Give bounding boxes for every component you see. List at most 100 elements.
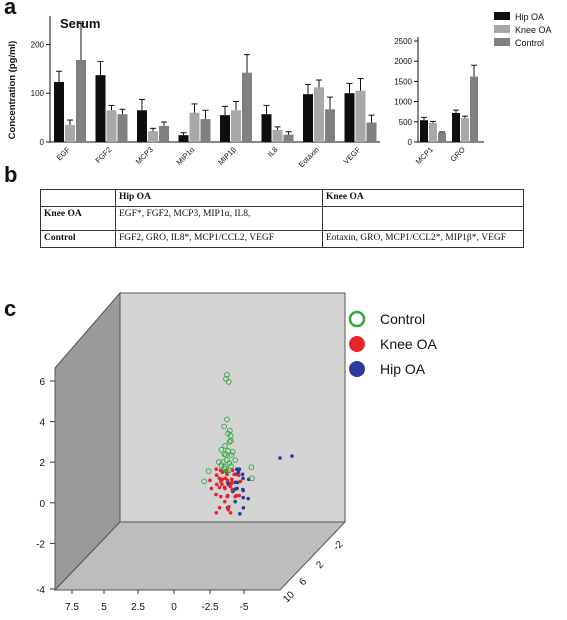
data-point <box>220 459 226 465</box>
data-point <box>249 475 255 482</box>
bar <box>65 124 75 142</box>
data-point <box>236 470 241 475</box>
data-point <box>232 472 236 477</box>
x-tick-label: MCP3 <box>134 145 155 166</box>
table-header-row: Hip OA Knee OA <box>40 189 524 207</box>
bar <box>470 76 478 142</box>
data-point <box>205 468 212 475</box>
legend-label: Knee OA <box>380 336 437 352</box>
data-point <box>237 473 241 478</box>
bar <box>366 122 377 142</box>
bar <box>106 110 117 142</box>
y-tick-label: 100 <box>31 89 45 98</box>
x-tick-label: 0 <box>171 602 177 613</box>
data-point <box>227 504 231 509</box>
y-tick-label: 2500 <box>394 37 412 46</box>
data-point <box>241 488 245 493</box>
main-plot-area: 0 100 200 EGF FGF2 MCP3 MIP1α MIP1β IL8 Eotaxin VE… <box>31 16 380 169</box>
inset-plot-area: 0 500 1000 1500 2000 2500 MCP1 GRO <box>394 37 484 166</box>
legend-marker <box>349 336 365 352</box>
data-point <box>232 457 239 463</box>
legend: Hip OA Knee OA Control <box>494 12 552 48</box>
table-cell: EGF*, FGF2, MCP3, MIP1α, IL8, <box>115 205 323 231</box>
data-point <box>217 476 222 481</box>
bar <box>231 110 241 142</box>
data-point <box>233 494 237 499</box>
data-point <box>221 451 228 457</box>
x-tick-label: VEGF <box>342 145 363 166</box>
table-row: Knee OA EGF*, FGF2, MCP3, MIP1α, IL8, <box>40 205 524 231</box>
panel-letter-c: c <box>4 296 17 321</box>
x-tick-label: GRO <box>448 145 467 164</box>
table-cell <box>322 205 524 231</box>
x-tick-label: FGF2 <box>93 145 113 165</box>
data-point <box>218 447 225 453</box>
bar <box>438 132 446 142</box>
y-tick-label: 0 <box>408 138 413 147</box>
legend-label: Knee OA <box>515 25 552 35</box>
data-point <box>241 476 245 481</box>
y-tick-label: 200 <box>31 40 45 49</box>
data-point <box>223 499 227 504</box>
data-point <box>225 478 230 483</box>
y-tick-label: 1000 <box>394 98 412 107</box>
data-point <box>222 452 229 458</box>
comparison-table: Hip OA Knee OA Knee OA EGF*, FGF2, MCP3,… <box>40 189 524 248</box>
depth-tick-label: 6 <box>297 576 309 588</box>
bar <box>314 87 324 142</box>
data-point <box>230 480 234 485</box>
x-tick-label: MIP1β <box>216 145 238 167</box>
depth-tick-label: -2 <box>331 539 345 553</box>
data-point <box>217 505 222 510</box>
panel-letter-b: b <box>4 162 18 187</box>
data-point <box>235 486 239 491</box>
bar <box>148 131 158 142</box>
legend-label: Control <box>380 311 425 327</box>
data-point <box>235 480 240 485</box>
z-tick-label: 4 <box>39 418 45 429</box>
z-tick-label: 6 <box>39 377 45 388</box>
y-tick-label: 0 <box>40 138 45 147</box>
data-point <box>233 499 237 504</box>
bar <box>189 112 200 142</box>
x-tick-label: 2.5 <box>131 602 145 613</box>
y-axis-label: Concentration (pg/ml) <box>7 41 18 140</box>
data-point <box>248 464 255 471</box>
bar <box>159 125 169 142</box>
data-point <box>238 512 242 516</box>
x-tick-label: IL8 <box>266 145 280 159</box>
y-tick-label: 2000 <box>394 57 412 66</box>
bar <box>355 90 366 142</box>
legend-label: Control <box>515 38 544 48</box>
data-point <box>238 479 243 484</box>
y-tick-label: 1500 <box>394 77 412 86</box>
x-tick-label: MIP1α <box>175 145 197 167</box>
bar <box>303 94 313 142</box>
depth-tick-label: 10 <box>281 589 297 605</box>
data-point <box>278 456 282 460</box>
data-point <box>246 496 250 501</box>
data-point <box>224 371 230 378</box>
x-tick-label: EGF <box>55 145 73 163</box>
data-point <box>218 462 225 468</box>
data-point <box>225 379 232 385</box>
legend-swatch <box>494 25 510 33</box>
bar <box>95 75 106 142</box>
bar <box>420 120 428 142</box>
x-tick-label: 7.5 <box>65 602 79 613</box>
x-tick-label: MCP1 <box>414 145 435 166</box>
data-point <box>228 484 232 489</box>
bar <box>461 118 469 142</box>
bar <box>452 112 460 142</box>
panel-letter-a: a <box>4 0 17 19</box>
bar <box>178 135 189 142</box>
data-point <box>240 472 245 477</box>
data-point <box>226 460 233 466</box>
x-tick-label: -2.5 <box>201 602 219 613</box>
bar <box>54 81 64 142</box>
bar <box>242 72 252 142</box>
data-point <box>228 452 235 458</box>
data-point <box>214 511 219 515</box>
data-point <box>220 470 225 475</box>
